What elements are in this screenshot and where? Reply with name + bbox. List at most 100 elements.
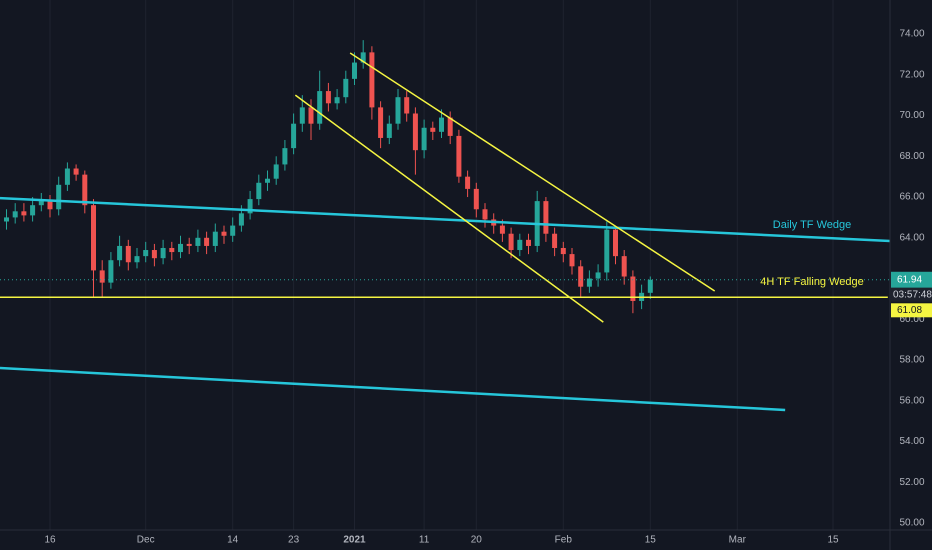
candle-body xyxy=(4,217,9,222)
candle-body xyxy=(360,52,366,63)
candle-body xyxy=(221,231,227,236)
candle-body xyxy=(317,91,323,124)
candle-body xyxy=(64,168,70,185)
candle-body xyxy=(395,97,401,124)
candle-body xyxy=(56,184,62,210)
y-tick-label: 74.00 xyxy=(899,29,924,40)
x-tick-label: 15 xyxy=(645,535,657,546)
candle-body xyxy=(186,243,192,246)
candle-body xyxy=(73,168,79,175)
candle-body xyxy=(647,279,653,293)
candle-body xyxy=(412,113,418,151)
candle-body xyxy=(421,127,427,151)
x-tick-label: Mar xyxy=(729,535,747,546)
candle-body xyxy=(517,239,523,251)
level-badge xyxy=(891,303,932,318)
candle-body xyxy=(482,209,488,220)
x-tick-label: 2021 xyxy=(343,535,366,546)
candle-body xyxy=(447,117,453,136)
candle-body xyxy=(621,256,627,277)
candle-body xyxy=(526,239,531,246)
candle-body xyxy=(604,229,610,273)
candle-body xyxy=(30,205,36,216)
trend-line xyxy=(294,94,604,323)
candle-body xyxy=(99,270,105,283)
y-tick-label: 56.00 xyxy=(899,395,924,406)
x-tick-label: 14 xyxy=(227,535,239,546)
x-tick-label: Feb xyxy=(555,535,573,546)
x-tick-label: 23 xyxy=(288,535,300,546)
candle-body xyxy=(178,243,183,253)
candle-body xyxy=(256,182,262,200)
candle-body xyxy=(238,213,244,226)
annotation: Daily TF Wedge xyxy=(773,219,851,231)
y-tick-label: 70.00 xyxy=(899,110,924,121)
countdown-label: 03:57:48 xyxy=(893,289,932,300)
candle-body xyxy=(91,205,96,271)
candle-body xyxy=(352,62,357,79)
candle-body xyxy=(499,225,505,234)
candle-body xyxy=(473,188,479,210)
candle-body xyxy=(230,225,236,236)
annotation: 4H TF Falling Wedge xyxy=(760,276,864,288)
candle-body xyxy=(569,254,575,267)
trend-line xyxy=(349,52,716,292)
x-tick-label: 16 xyxy=(44,535,56,546)
candle-body xyxy=(439,117,444,132)
candle-body xyxy=(386,123,392,138)
level-label: 61.08 xyxy=(897,305,922,316)
candle-body xyxy=(38,201,44,206)
y-tick-label: 68.00 xyxy=(899,151,924,162)
candle-body xyxy=(560,247,566,255)
candle-body xyxy=(151,250,157,259)
candle-body xyxy=(343,78,349,98)
countdown-badge xyxy=(891,287,932,302)
trend-line xyxy=(0,366,786,412)
candle-body xyxy=(586,278,592,287)
candle-body xyxy=(117,245,123,261)
candle-body xyxy=(12,211,18,218)
candle-body xyxy=(273,164,279,179)
y-tick-label: 66.00 xyxy=(899,192,924,203)
candle-body xyxy=(378,107,384,138)
candle-body xyxy=(613,229,618,257)
candle-body xyxy=(552,233,558,248)
candle-body xyxy=(247,199,253,214)
y-tick-label: 72.00 xyxy=(899,69,924,80)
candle-body xyxy=(160,247,166,259)
candle-body xyxy=(204,237,210,246)
y-tick-label: 58.00 xyxy=(899,355,924,366)
candle-body xyxy=(456,135,462,177)
candle-body xyxy=(369,52,375,108)
candle-body xyxy=(195,237,201,246)
candle-body xyxy=(334,97,340,104)
candle-body xyxy=(291,123,297,149)
y-tick-label: 60.00 xyxy=(899,314,924,325)
candle-body xyxy=(578,266,584,287)
candle-body xyxy=(430,127,436,132)
candle-body xyxy=(282,148,288,165)
candle-body xyxy=(595,272,601,279)
candle-body xyxy=(169,247,175,253)
candle-body xyxy=(325,91,331,104)
candle-body xyxy=(125,245,131,263)
x-tick-label: 11 xyxy=(419,535,430,546)
candle-body xyxy=(212,231,218,246)
last-price-badge xyxy=(891,271,932,288)
last-price-label: 61.94 xyxy=(897,274,922,285)
y-tick-label: 50.00 xyxy=(899,518,924,529)
candle-body xyxy=(108,260,114,283)
candle-body xyxy=(308,107,314,124)
y-tick-label: 52.00 xyxy=(899,477,924,488)
candle-body xyxy=(143,250,149,257)
y-tick-label: 64.00 xyxy=(899,232,924,243)
candle-body xyxy=(265,178,270,183)
x-tick-label: 20 xyxy=(471,535,483,546)
x-tick-label: Dec xyxy=(137,535,155,546)
candle-body xyxy=(404,97,410,114)
candle-body xyxy=(82,174,88,206)
candle-body xyxy=(465,176,471,189)
x-tick-label: 15 xyxy=(827,535,839,546)
